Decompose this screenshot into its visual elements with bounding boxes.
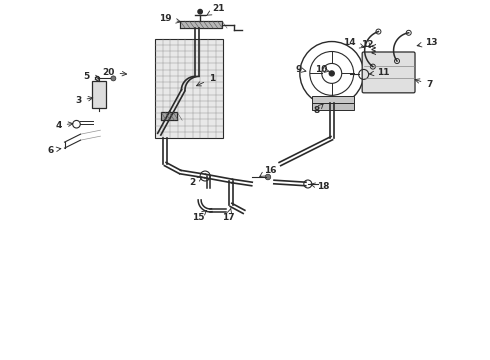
Bar [312, 103, 354, 110]
Bar [312, 96, 354, 103]
Circle shape [265, 174, 271, 180]
Text: 19: 19 [159, 14, 180, 23]
Text: 1: 1 [196, 74, 215, 86]
FancyBboxPatch shape [362, 52, 415, 93]
Text: 18: 18 [311, 183, 330, 192]
Text: 2: 2 [189, 177, 202, 188]
Text: 6: 6 [48, 145, 61, 154]
Polygon shape [180, 21, 222, 28]
Text: 20: 20 [102, 68, 126, 77]
Text: 15: 15 [192, 210, 207, 222]
Text: 10: 10 [315, 65, 330, 74]
Text: 8: 8 [314, 104, 323, 115]
Text: 12: 12 [362, 40, 374, 49]
Circle shape [329, 71, 334, 76]
Text: 3: 3 [75, 96, 93, 105]
Bar [93, 81, 106, 108]
Text: 7: 7 [415, 79, 433, 89]
Text: 9: 9 [295, 65, 306, 74]
Circle shape [198, 9, 202, 14]
Circle shape [111, 76, 116, 81]
Text: 17: 17 [222, 208, 234, 222]
Text: 21: 21 [207, 4, 224, 15]
Bar [155, 39, 223, 138]
Text: 11: 11 [369, 68, 390, 77]
Polygon shape [161, 112, 177, 120]
Text: 13: 13 [417, 38, 438, 47]
Text: 4: 4 [55, 121, 73, 130]
Text: 16: 16 [260, 166, 276, 176]
Text: 14: 14 [343, 38, 364, 48]
Text: 5: 5 [83, 72, 100, 81]
